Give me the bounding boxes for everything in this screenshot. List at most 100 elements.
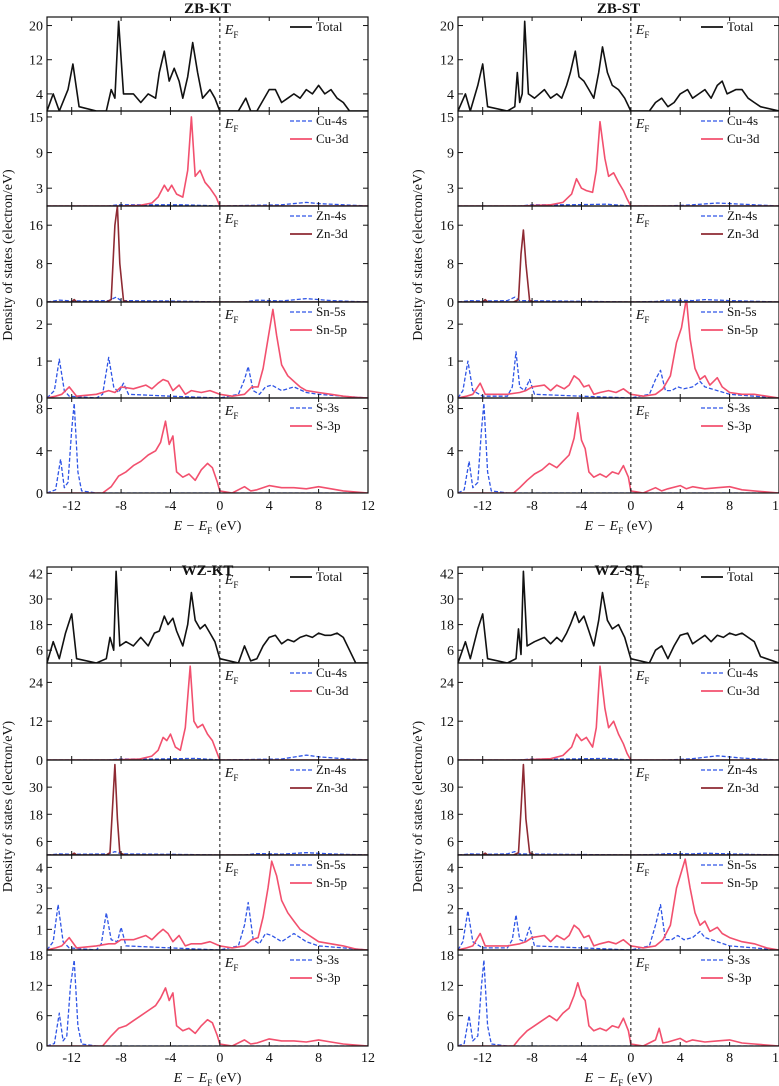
y-tick-label: 0: [36, 487, 43, 502]
x-tick-label: -4: [165, 499, 177, 514]
y-tick-label: 1: [36, 355, 43, 370]
series-sn-5p: [458, 858, 779, 950]
fermi-label-sub: F: [233, 773, 238, 783]
panel-4: EF Sn-5s Sn-5p 0 1 2: [447, 301, 779, 407]
y-tick-label: 6: [36, 835, 43, 850]
legend-label-zn-3d: Zn-3d: [316, 226, 348, 241]
x-tick-label: -4: [165, 1051, 177, 1066]
legend-label-sn-5p: Sn-5p: [316, 875, 347, 890]
y-tick-label: 4: [36, 445, 43, 460]
fermi-label-sub: F: [644, 963, 649, 973]
panel-1: EF Total 6 18 30 42: [29, 566, 369, 664]
fermi-label: EF: [635, 669, 650, 686]
y-tick-label: 6: [36, 1010, 43, 1025]
y-tick-label: 0: [447, 392, 454, 407]
y-tick-label: 30: [29, 781, 43, 796]
series-zn-3d: [47, 763, 368, 855]
y-tick-label: 12: [29, 54, 43, 69]
fermi-label-sub: F: [233, 30, 238, 40]
y-tick-label: 18: [29, 808, 43, 823]
y-tick-label: 9: [36, 147, 43, 162]
panel-3: EF Zn-4s Zn-3d 0 8 16: [29, 205, 369, 311]
y-tick-label: 4: [447, 445, 454, 460]
y-tick-label: 30: [440, 781, 454, 796]
y-tick-label: 16: [29, 219, 43, 234]
x-tick-label: 12: [772, 1051, 779, 1066]
x-axis-label-sub: F: [207, 1078, 212, 1086]
x-axis-label: E − EF (eV): [173, 1071, 242, 1086]
panel-2: EF Cu-4s Cu-3d 0 12 24: [440, 662, 779, 769]
x-tick-label: -8: [115, 1051, 127, 1066]
chart-zb-kt: ZB-KT Density of states (electron/eV) EF To…: [1, 1, 375, 536]
y-tick-label: 2: [447, 903, 454, 918]
y-tick-label: 18: [29, 949, 43, 964]
series-zn-3d: [458, 229, 779, 302]
x-tick-label: 0: [627, 499, 634, 514]
fermi-label: EF: [224, 573, 239, 590]
legend-label-sn-5s: Sn-5s: [727, 304, 757, 319]
legend-label-cu-4s: Cu-4s: [316, 113, 347, 128]
legend-label-zn-4s: Zn-4s: [727, 762, 757, 777]
legend-label-total: Total: [316, 19, 343, 34]
panel-3: EF Zn-4s Zn-3d 6 18 30: [29, 759, 369, 856]
legend-label-s-3p: S-3p: [727, 418, 752, 433]
x-tick-label: -12: [62, 1051, 81, 1066]
fermi-label: EF: [224, 308, 239, 325]
legend-label-s-3s: S-3s: [727, 400, 750, 415]
y-tick-label: 0: [447, 487, 454, 502]
fermi-label: EF: [224, 669, 239, 686]
fermi-label-sub: F: [644, 676, 649, 686]
y-tick-label: 1: [447, 923, 454, 938]
x-axis-label-sub: F: [207, 526, 212, 536]
fermi-label: EF: [635, 308, 650, 325]
legend-label-sn-5p: Sn-5p: [727, 322, 758, 337]
series-s-3s: [458, 959, 779, 1046]
fermi-label-sub: F: [233, 124, 238, 134]
fermi-label: EF: [224, 766, 239, 783]
series-sn-5s: [47, 901, 368, 950]
legend-label-total: Total: [727, 19, 754, 34]
legend-label-cu-4s: Cu-4s: [727, 113, 758, 128]
y-tick-label: 16: [440, 219, 454, 234]
legend-label-cu-3d: Cu-3d: [727, 683, 760, 698]
series-sn-5p: [47, 860, 368, 950]
y-tick-label: 3: [447, 882, 454, 897]
y-tick-label: 12: [440, 979, 454, 994]
y-tick-label: 3: [36, 882, 43, 897]
fermi-label: EF: [224, 861, 239, 878]
x-axis-label: E − EF (eV): [173, 519, 242, 536]
fermi-label-sub: F: [644, 411, 649, 421]
legend-label-sn-5s: Sn-5s: [316, 857, 346, 872]
y-axis-label: Density of states (electron/eV): [1, 169, 16, 341]
x-axis-label-main: E − E: [173, 1071, 208, 1086]
series-s-3p: [458, 412, 779, 493]
x-tick-label: 8: [726, 1051, 733, 1066]
x-tick-label: 4: [677, 499, 684, 514]
series-sn-5p: [47, 308, 368, 398]
panel-4: EF Sn-5s Sn-5p 1 2 3 4: [447, 854, 779, 951]
fermi-label-sub: F: [233, 868, 238, 878]
fermi-label: EF: [635, 212, 650, 229]
series-zn-3d: [458, 763, 779, 855]
legend-label-cu-4s: Cu-4s: [727, 665, 758, 680]
y-tick-label: 18: [440, 808, 454, 823]
x-tick-label: -8: [526, 1051, 538, 1066]
chart-zb-st: ZB-ST Density of states (electron/eV) EF To…: [411, 1, 779, 536]
legend-label-s-3s: S-3s: [316, 400, 339, 415]
x-tick-label: -8: [526, 499, 538, 514]
series-zn-3d: [47, 206, 368, 302]
series-total: [458, 570, 779, 663]
y-tick-label: 42: [29, 567, 43, 582]
y-tick-label: 15: [440, 111, 454, 126]
y-tick-label: 12: [29, 715, 43, 730]
y-tick-label: 4: [447, 861, 454, 876]
series-cu-3d: [47, 665, 368, 760]
legend-label-zn-3d: Zn-3d: [727, 780, 759, 795]
legend-label-zn-4s: Zn-4s: [316, 762, 346, 777]
y-tick-label: 20: [440, 20, 454, 35]
series-s-3p: [47, 987, 368, 1046]
panel-2: EF Cu-4s Cu-3d 0 12 24: [29, 662, 369, 769]
y-tick-label: 18: [29, 619, 43, 634]
